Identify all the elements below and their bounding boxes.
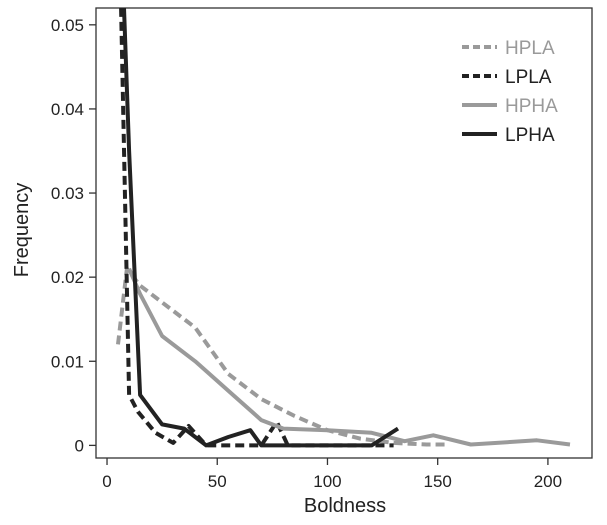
legend-label-hpha: HPHA — [505, 96, 558, 117]
y-tick-label: 0.04 — [51, 100, 84, 119]
x-tick-label: 50 — [208, 472, 227, 491]
y-tick-label: 0.01 — [51, 352, 84, 371]
legend-label-lpla: LPLA — [505, 67, 552, 88]
plot-frame — [95, 7, 593, 459]
series-line-lpla — [119, 8, 394, 448]
y-tick-label: 0 — [75, 436, 84, 455]
x-tick-label: 200 — [534, 472, 562, 491]
x-tick-label: 150 — [424, 472, 452, 491]
series-line-hpla — [116, 266, 449, 447]
x-tick-label: 100 — [313, 472, 341, 491]
legend-label-hpla: HPLA — [505, 38, 555, 59]
x-axis-label: Boldness — [304, 495, 386, 517]
y-tick-label: 0.05 — [51, 16, 84, 35]
series-line-lpha — [121, 8, 400, 448]
series-line-hpha — [127, 267, 571, 447]
y-tick-label: 0.03 — [51, 184, 84, 203]
legend-label-lpha: LPHA — [505, 125, 555, 146]
y-tick-label: 0.02 — [51, 268, 84, 287]
x-tick-label: 0 — [102, 472, 111, 491]
y-axis-label: Frequency — [11, 183, 33, 278]
